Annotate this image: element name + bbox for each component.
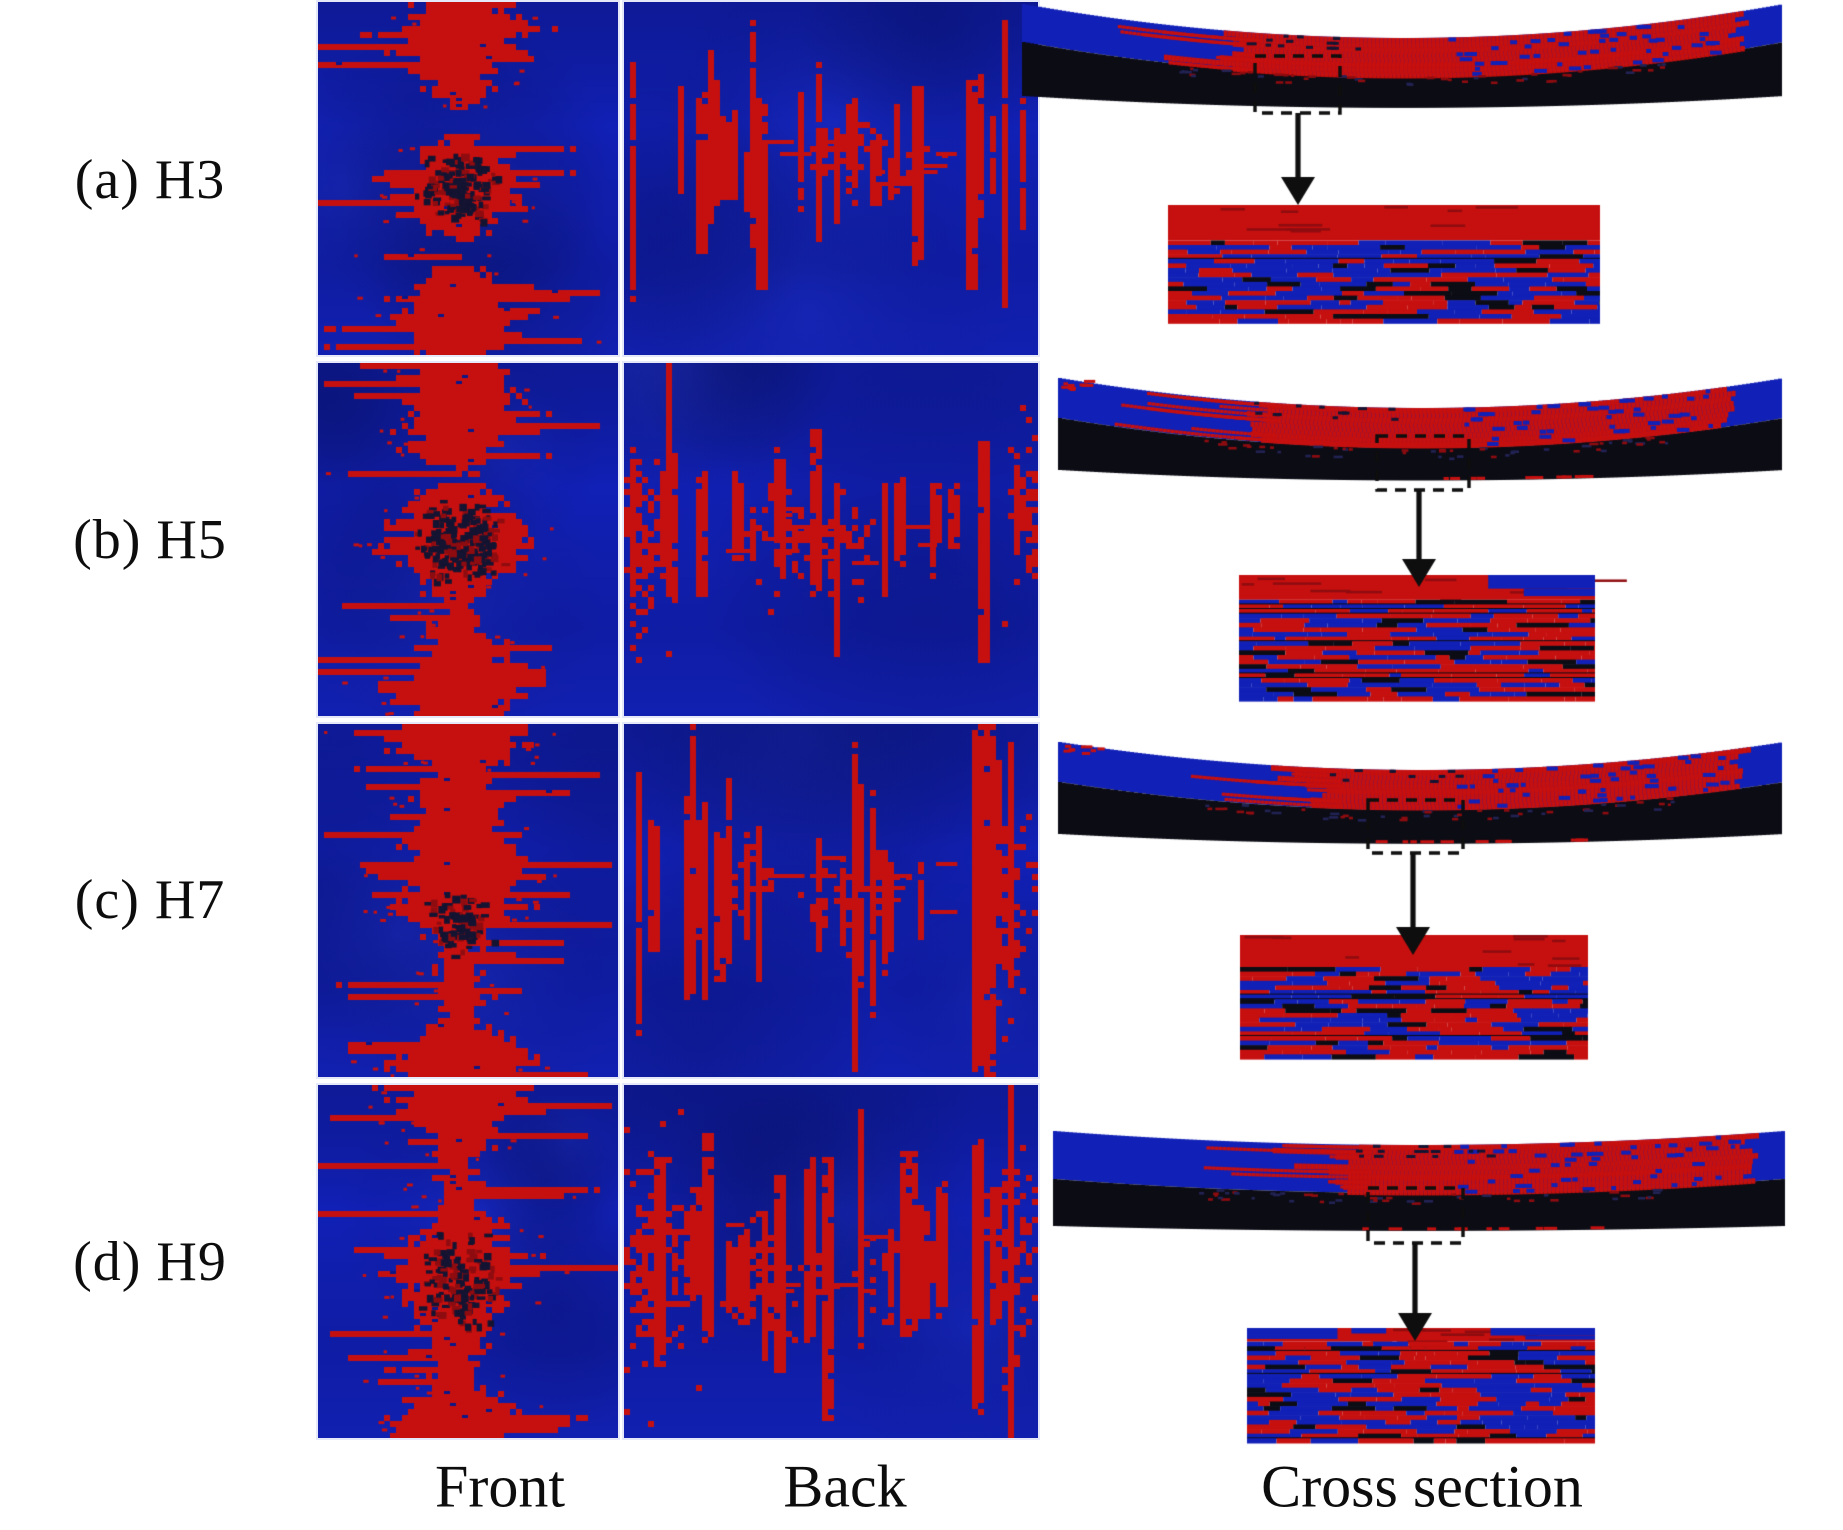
h9-front-damage-map	[318, 1085, 618, 1438]
row-label-h3: (a) H3	[74, 149, 226, 211]
h7-back-damage-map	[624, 724, 1038, 1077]
h5-cross-section-view	[1000, 363, 1820, 735]
h9-back-damage-map	[624, 1085, 1038, 1438]
row-label-h5: (b) H5	[73, 509, 227, 571]
h7-cross-section-view	[1000, 724, 1820, 1096]
h3-front-damage-map	[318, 2, 618, 355]
col-label-back: Back	[783, 1453, 907, 1520]
h9-cross-section-view	[1000, 1085, 1820, 1457]
h3-back-damage-map	[624, 2, 1038, 355]
row-label-h7: (c) H7	[74, 869, 226, 931]
col-label-front: Front	[434, 1453, 566, 1520]
h7-front-damage-map	[318, 724, 618, 1077]
h5-back-damage-map	[624, 363, 1038, 716]
h3-cross-section-view	[1000, 2, 1820, 374]
col-label-cross: Cross section	[1261, 1453, 1583, 1520]
row-label-h9: (d) H9	[73, 1231, 227, 1293]
h5-front-damage-map	[318, 363, 618, 716]
